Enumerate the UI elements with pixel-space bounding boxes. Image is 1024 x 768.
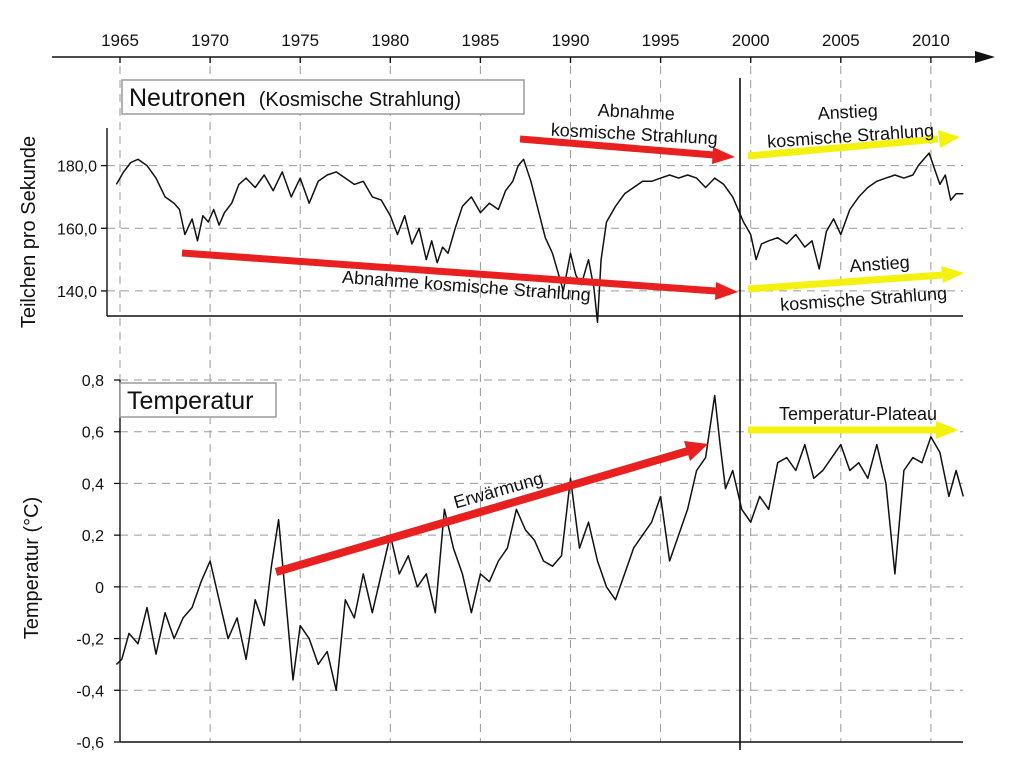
neutron-y-tick-label: 180,0 [57,159,97,176]
neutron-series-line [115,152,964,324]
temperature-y-tick-label: -0,6 [76,735,104,752]
annotation-decrease-word: Abnahme [597,100,675,124]
trend-arrows [181,130,964,576]
yellow-arrow-temperature-plateau [748,421,958,439]
neutron-y-tick-label: 160,0 [57,221,97,238]
temperature-y-tick-label: -0,2 [76,632,104,649]
svg-text:Neutronen (Kosmische Str: Neutronen (Kosmische Strahlung) [129,84,461,112]
time-axis-tick-label: 1965 [101,31,139,50]
temperature-y-tick-label: 0,4 [82,476,104,493]
temperature-y-ticks: 0,8 0,6 0,4 0,2 0 -0,2 -0,4 -0,6 [76,373,120,752]
temperature-title-box: Temperatur [119,382,277,418]
yellow-arrow-neutron-increase-lower [747,266,964,293]
red-arrow-neutron-decrease-upper [519,135,735,164]
time-axis-tick-label: 1975 [281,31,319,50]
neutron-y-ticks: 140,0 160,0 180,0 [57,159,107,301]
temperature-panel: 0,8 0,6 0,4 0,2 0 -0,2 -0,4 -0,6 Temperatur (°C… [21,373,965,752]
temperature-y-tick-label: 0,6 [82,425,104,442]
time-axis-tick-label: 2005 [822,31,860,50]
time-axis-tick-label: 1995 [642,31,680,50]
neutron-y-tick-label: 140,0 [57,284,97,301]
time-axis: 1965 1970 1975 1980 1985 1990 1995 2000 2005 2010 [52,31,995,63]
time-axis-ticks: 1965 1970 1975 1980 1985 1990 1995 2000 2005 2010 [101,31,950,63]
time-axis-tick-label: 2010 [912,31,950,50]
temperature-y-tick-label: 0,8 [82,373,104,390]
time-axis-tick-label: 1970 [191,31,229,50]
red-arrow-warming [274,441,708,576]
temperature-title: Temperatur [127,387,253,415]
time-axis-arrowhead [975,51,995,63]
temperature-horizontal-gridlines [120,379,963,691]
neutron-subtitle: (Kosmische Strahlung) [259,89,461,111]
red-arrow-neutron-decrease-long [181,249,738,300]
temperature-y-axis-label: Temperatur (°C) [21,497,43,639]
time-axis-tick-label: 2000 [732,31,770,50]
time-axis-tick-label: 1985 [461,31,499,50]
temperature-y-tick-label: 0,2 [82,528,104,545]
time-axis-tick-label: 1990 [552,31,590,50]
neutron-title-box: Neutronen (Kosmische Strahlung) [121,79,525,115]
neutron-horizontal-gridlines [107,165,963,292]
neutron-panel: 140,0 160,0 180,0 Teilchen pro Sekunde [18,128,964,328]
annotation-increase-word-lower: Anstieg [849,252,910,276]
time-axis-tick-label: 1980 [371,31,409,50]
annotation-increase-word-upper: Anstieg [817,100,878,123]
annotation-temperature-plateau: Temperatur-Plateau [779,404,937,424]
temperature-y-tick-label: -0,4 [76,683,104,700]
temperature-y-tick-label: 0 [95,580,104,597]
neutron-title: Neutronen [129,84,246,112]
neutron-y-axis-label: Teilchen pro Sekunde [18,136,40,328]
temperature-series-line [115,394,965,692]
yellow-arrow-neutron-increase-upper [747,130,960,160]
